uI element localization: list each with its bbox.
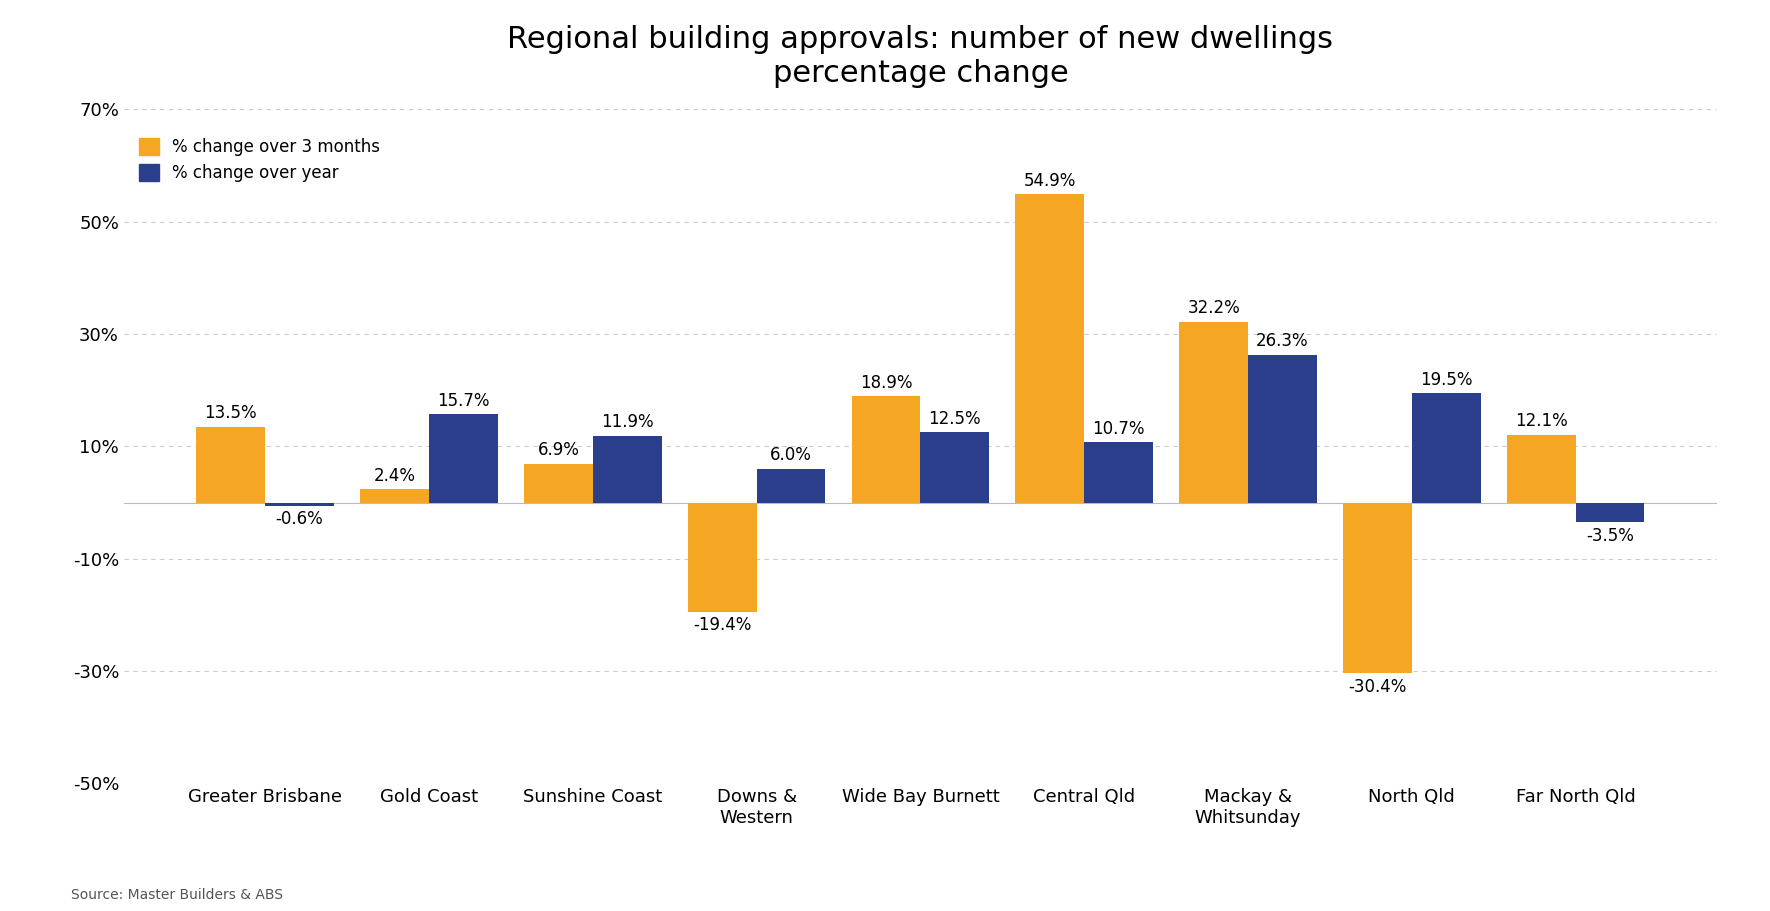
Bar [851, 396, 920, 503]
Text: 6.9%: 6.9% [538, 441, 579, 459]
Bar [1248, 354, 1317, 503]
Bar [1412, 393, 1481, 503]
Text: 11.9%: 11.9% [600, 414, 653, 431]
Bar [1343, 503, 1412, 673]
Bar [1575, 503, 1644, 522]
Text: 18.9%: 18.9% [860, 374, 912, 392]
Text: 10.7%: 10.7% [1092, 420, 1145, 438]
Text: Source: Master Builders & ABS: Source: Master Builders & ABS [71, 888, 283, 902]
Bar [524, 464, 593, 503]
Text: -3.5%: -3.5% [1586, 527, 1634, 545]
Bar [1085, 443, 1152, 503]
Text: -19.4%: -19.4% [694, 616, 750, 634]
Text: 26.3%: 26.3% [1257, 333, 1308, 351]
Bar [359, 489, 428, 503]
Text: 2.4%: 2.4% [373, 466, 416, 485]
Text: 12.1%: 12.1% [1515, 412, 1568, 430]
Text: 32.2%: 32.2% [1188, 299, 1241, 317]
Bar [196, 426, 266, 503]
Text: 13.5%: 13.5% [204, 404, 257, 422]
Title: Regional building approvals: number of new dwellings
percentage change: Regional building approvals: number of n… [508, 25, 1333, 87]
Text: 6.0%: 6.0% [770, 446, 812, 465]
Text: -0.6%: -0.6% [276, 510, 324, 528]
Bar [428, 415, 497, 503]
Bar [1016, 194, 1085, 503]
Bar [1179, 322, 1248, 503]
Bar [266, 503, 335, 506]
Text: 54.9%: 54.9% [1023, 171, 1076, 189]
Text: -30.4%: -30.4% [1349, 678, 1407, 696]
Text: 12.5%: 12.5% [929, 410, 981, 428]
Bar [920, 433, 989, 503]
Bar [756, 469, 825, 503]
Text: 19.5%: 19.5% [1420, 371, 1473, 388]
Bar [1506, 435, 1575, 503]
Text: 15.7%: 15.7% [437, 392, 490, 410]
Bar [593, 435, 662, 503]
Legend: % change over 3 months, % change over year: % change over 3 months, % change over ye… [133, 131, 388, 189]
Bar [689, 503, 756, 611]
